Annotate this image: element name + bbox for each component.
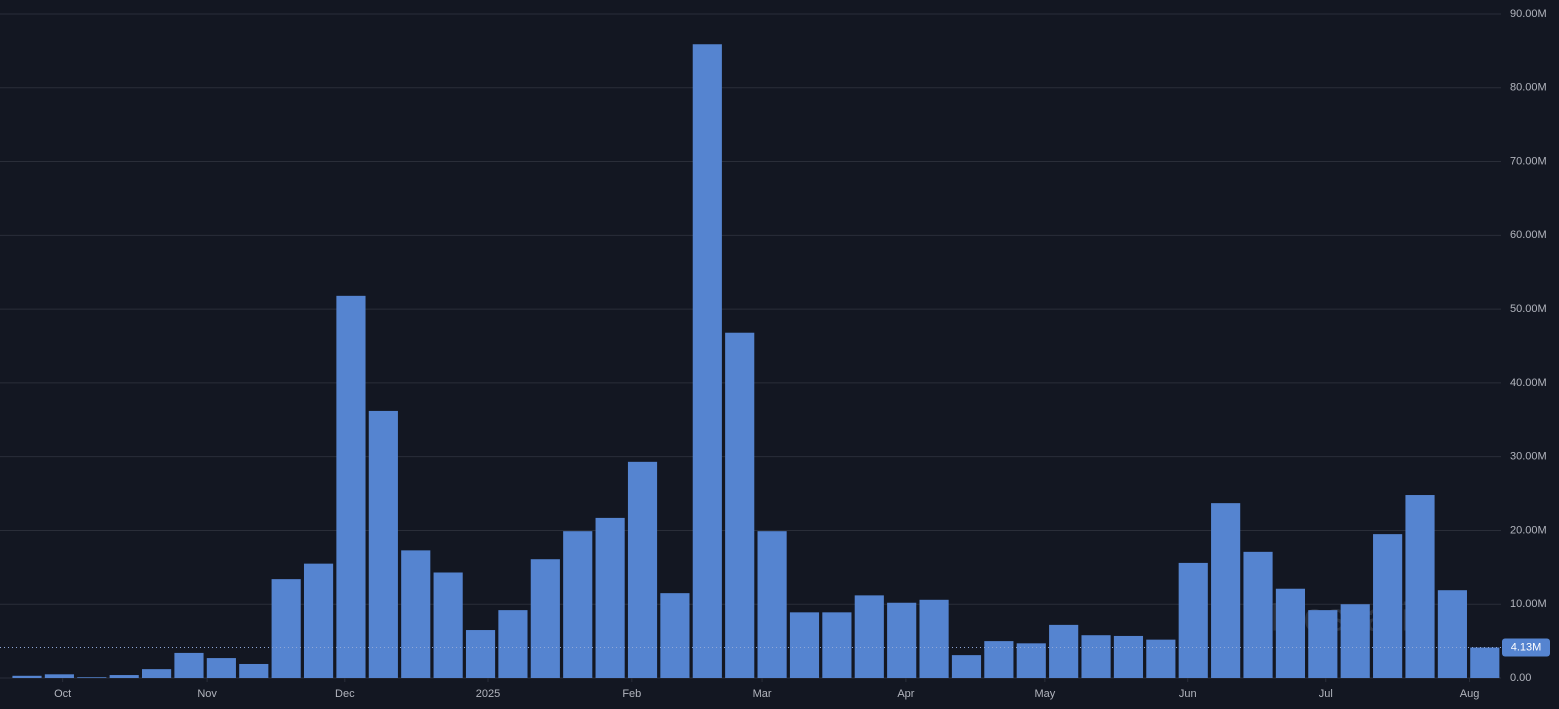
x-tick-label: Apr <box>897 688 914 700</box>
bar <box>1146 639 1176 678</box>
y-tick-label: 80.00M <box>1510 82 1547 94</box>
x-tick-label: Mar <box>753 688 772 700</box>
bar <box>174 652 204 678</box>
bar <box>789 612 820 678</box>
bar <box>206 658 236 678</box>
bar <box>595 517 625 678</box>
bar <box>1275 588 1306 678</box>
bar <box>984 641 1014 678</box>
y-tick-label: 90.00M <box>1510 8 1547 20</box>
x-tick-label: 2025 <box>476 688 500 700</box>
bar <box>692 44 722 678</box>
bar <box>401 550 431 678</box>
bar <box>1373 534 1403 678</box>
bar <box>142 669 172 678</box>
x-tick-label: Dec <box>335 688 355 700</box>
y-tick-label: 70.00M <box>1510 155 1547 167</box>
x-tick-label: Feb <box>622 688 641 700</box>
bar <box>109 675 139 678</box>
bar <box>239 663 269 678</box>
y-tick-label: 40.00M <box>1510 377 1547 389</box>
y-tick-label: 0.00 <box>1510 672 1531 684</box>
bar <box>44 674 74 678</box>
y-tick-label: 20.00M <box>1510 524 1547 536</box>
bar <box>660 593 690 678</box>
bar <box>1243 551 1273 678</box>
bar <box>498 610 528 678</box>
x-tick-label: Oct <box>54 688 71 700</box>
bar <box>1049 624 1079 678</box>
bar <box>1340 604 1370 678</box>
bar <box>1405 495 1435 678</box>
bar <box>1211 503 1241 678</box>
bar <box>530 559 560 678</box>
y-tick-label: 10.00M <box>1510 598 1547 610</box>
bar <box>1113 635 1144 678</box>
y-tick-label: 60.00M <box>1510 229 1547 241</box>
x-tick-label: May <box>1034 688 1055 700</box>
bar <box>563 531 593 678</box>
bar <box>919 599 949 678</box>
bar <box>12 675 42 678</box>
bar <box>627 461 658 678</box>
x-tick-label: Jul <box>1319 688 1333 700</box>
y-tick-label: 30.00M <box>1510 451 1547 463</box>
bar <box>822 612 852 678</box>
bar <box>757 531 787 678</box>
last-value-box <box>1502 638 1550 657</box>
bar <box>271 579 301 678</box>
bar <box>1308 610 1338 678</box>
bar <box>1081 635 1111 678</box>
bar <box>1178 562 1208 678</box>
bar <box>303 563 334 678</box>
bar <box>887 602 917 678</box>
bar <box>465 630 496 678</box>
bar <box>368 410 398 678</box>
bar <box>433 572 463 678</box>
x-tick-label: Nov <box>197 688 217 700</box>
bar <box>1437 590 1467 678</box>
bar <box>854 595 884 678</box>
bar <box>725 332 755 678</box>
x-tick-label: Aug <box>1460 688 1480 700</box>
bar <box>1016 643 1046 678</box>
y-tick-label: 50.00M <box>1510 303 1547 315</box>
bar <box>951 655 982 678</box>
x-tick-label: Jun <box>1179 688 1197 700</box>
bar <box>336 295 366 678</box>
bar <box>1470 647 1500 678</box>
last-value-label: 4.13M <box>1511 641 1542 653</box>
bar <box>77 677 107 678</box>
